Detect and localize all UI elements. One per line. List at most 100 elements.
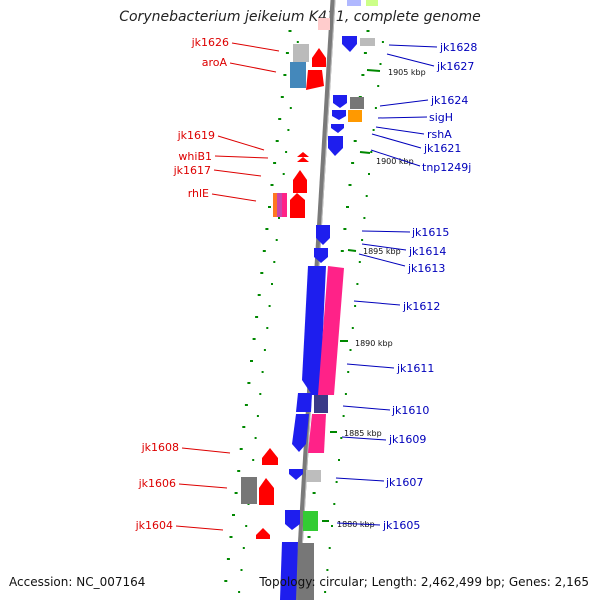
gene-rhlE-b[interactable] — [277, 193, 282, 217]
track-dot — [372, 129, 375, 131]
track-dot — [312, 492, 316, 494]
track-dot — [259, 393, 262, 395]
gene-aroA[interactable] — [290, 62, 306, 88]
track-dot — [247, 382, 251, 384]
track-dot — [238, 591, 241, 593]
label-rshA: rshA — [427, 128, 452, 141]
track-dot — [368, 173, 370, 175]
genome-summary: Topology: circular; Length: 2,462,499 bp… — [259, 575, 589, 589]
track-dot — [361, 74, 365, 76]
track-dot — [324, 591, 327, 593]
track-dot — [326, 569, 329, 571]
track-dot — [361, 239, 364, 241]
track-dot — [340, 437, 343, 439]
track-dot — [288, 30, 292, 32]
gene-whiB1[interactable] — [297, 157, 309, 162]
track-dot — [273, 261, 276, 263]
gene-jk1609[interactable] — [292, 414, 309, 452]
track-dot — [263, 349, 266, 351]
track-dot — [239, 448, 243, 450]
track-dot — [285, 52, 289, 54]
track-dot — [283, 74, 287, 76]
track-dot — [254, 437, 257, 439]
gene-jk1606-red[interactable] — [259, 478, 274, 505]
track-dot — [351, 162, 355, 164]
gene-rhlE-c[interactable] — [282, 193, 287, 217]
track-dot — [226, 558, 230, 560]
track-dot — [285, 151, 288, 153]
track-dot — [338, 459, 340, 461]
forward-genes — [241, 18, 330, 539]
scale-ticks: 1905 kbp 1900 kbp 1895 kbp 1890 kbp 1885… — [322, 68, 426, 529]
gene-jk1628[interactable] — [342, 36, 357, 52]
gene-jk1617[interactable] — [293, 170, 307, 193]
gene-jk1605[interactable] — [285, 510, 300, 530]
track-dot — [346, 206, 349, 208]
gene-jk1607[interactable] — [289, 469, 303, 480]
track-dot — [271, 283, 273, 285]
track-dot — [242, 426, 246, 428]
gene-jk1614[interactable] — [314, 248, 328, 263]
label-aroA: aroA — [202, 56, 228, 69]
label-sigH: sigH — [429, 111, 453, 124]
gene-jk1610[interactable] — [296, 393, 312, 412]
gene-jk1619[interactable] — [297, 152, 309, 157]
label-jk1604: jk1604 — [135, 519, 173, 532]
track-dot — [240, 569, 243, 571]
gene-jk1621[interactable] — [331, 124, 344, 133]
tick-1900: 1900 kbp — [376, 157, 414, 166]
gene-jk1627[interactable] — [360, 38, 375, 46]
track-dot — [379, 63, 382, 65]
track-dot — [265, 228, 269, 230]
label-jk1608: jk1608 — [141, 441, 179, 454]
gene-jk1609-pink[interactable] — [308, 414, 326, 453]
track-dot — [273, 162, 277, 164]
label-jk1607: jk1607 — [385, 476, 423, 489]
accession-label: Accession: NC_007164 — [9, 575, 146, 589]
reverse-genes — [280, 0, 378, 600]
gene-rhlE-red[interactable] — [290, 193, 305, 218]
gene-jk1626-red[interactable] — [312, 48, 326, 67]
track-dot — [280, 96, 284, 98]
gene-top-grey — [347, 0, 361, 6]
right-labels: jk1628 jk1627 jk1624 sigH rshA jk1621 tn… — [335, 41, 477, 532]
track-dot — [275, 239, 278, 241]
track-dot — [342, 415, 345, 417]
gene-jk1612-pink[interactable] — [318, 266, 344, 395]
gene-tnp1249j[interactable] — [328, 136, 343, 156]
track-dot — [374, 107, 377, 109]
track-dot — [340, 250, 344, 252]
gene-jk1615[interactable] — [316, 225, 330, 245]
track-dot — [282, 173, 285, 175]
track-dot — [232, 514, 235, 516]
gene-aroA-red[interactable] — [306, 70, 324, 90]
label-jk1610: jk1610 — [391, 404, 429, 417]
map-title: Corynebacterium jeikeium K411, complete … — [119, 9, 481, 25]
gene-jk1626[interactable] — [293, 44, 309, 62]
track-dot — [255, 316, 259, 318]
gene-jk1613[interactable] — [302, 266, 326, 395]
track-dot — [224, 580, 228, 582]
track-dot — [333, 503, 336, 505]
gene-jk1608[interactable] — [262, 448, 278, 465]
track-dot — [252, 338, 256, 340]
track-dot — [356, 283, 359, 285]
track-dot — [261, 371, 264, 373]
gene-jk1624[interactable] — [333, 95, 347, 108]
track-dot — [270, 184, 274, 186]
gene-jk1606[interactable] — [241, 477, 257, 504]
gene-sigH[interactable] — [350, 97, 364, 109]
tick-1880: 1880 kbp — [337, 520, 375, 529]
label-jk1627: jk1627 — [436, 60, 474, 73]
track-dot — [278, 217, 280, 219]
track-dot — [353, 140, 357, 142]
gene-rhlE-a[interactable] — [273, 193, 277, 217]
gene-sigH-hl — [348, 110, 362, 122]
gene-rshA[interactable] — [332, 110, 346, 120]
track-dot — [354, 305, 357, 307]
label-jk1619: jk1619 — [177, 129, 215, 142]
gene-jk1607-grey — [306, 470, 321, 482]
track-dot — [262, 250, 266, 252]
track-dot — [370, 151, 373, 153]
gene-jk1604[interactable] — [256, 528, 270, 539]
